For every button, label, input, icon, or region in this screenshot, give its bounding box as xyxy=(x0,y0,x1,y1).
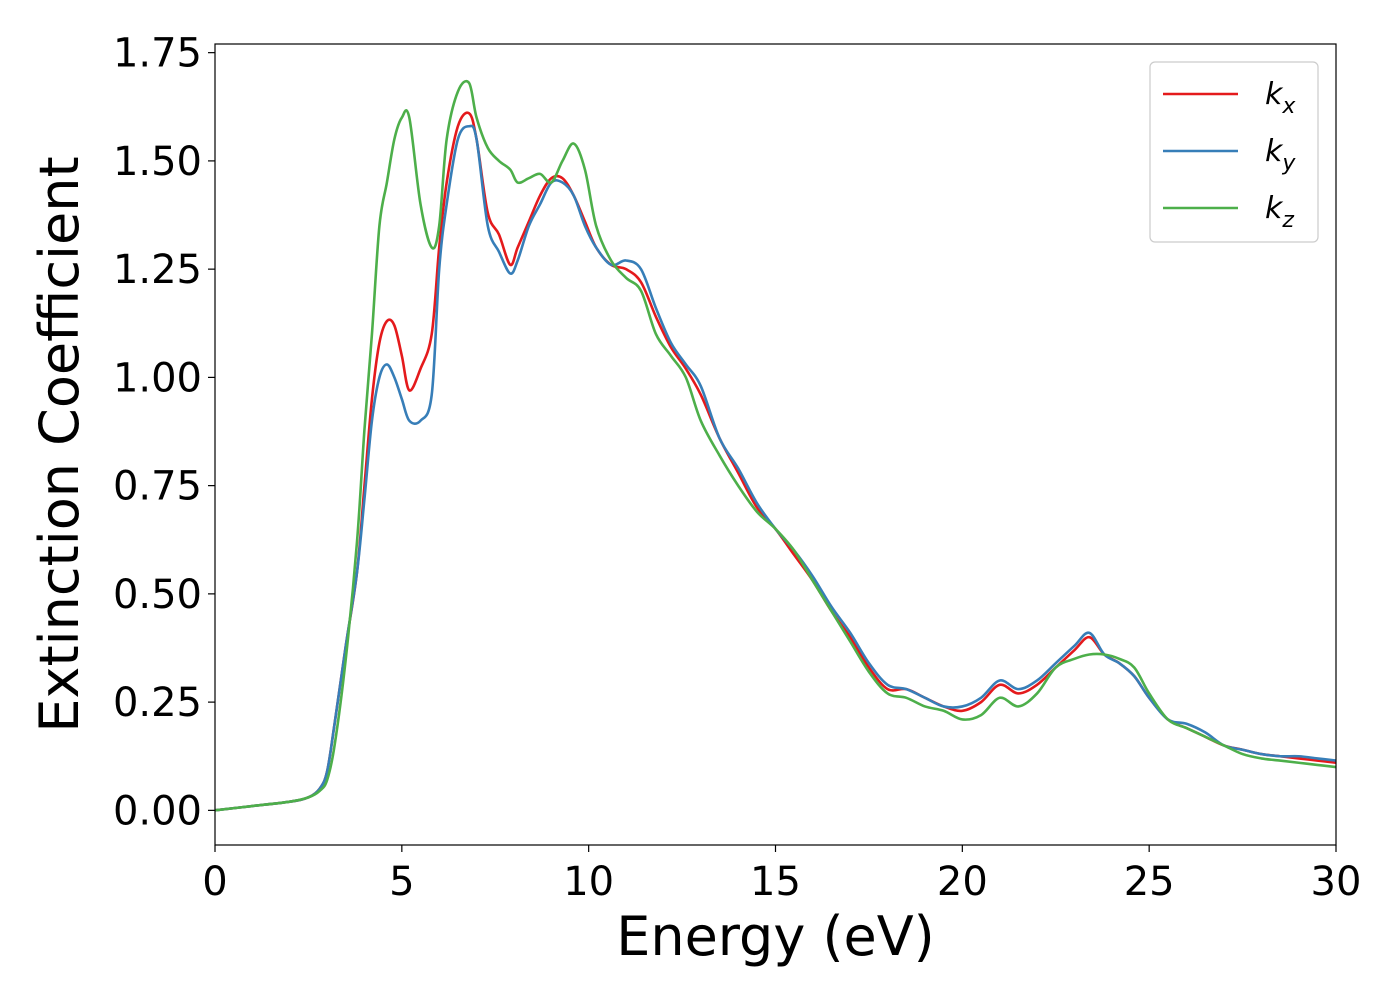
y-tick-label: 1.25 xyxy=(113,247,202,293)
x-tick-label: 0 xyxy=(202,859,227,905)
y-tick-label: 1.75 xyxy=(113,31,202,77)
x-tick-label: 30 xyxy=(1311,859,1362,905)
y-tick-label: 1.50 xyxy=(113,139,202,185)
y-tick-label: 0.00 xyxy=(113,788,202,834)
x-tick-label: 25 xyxy=(1124,859,1175,905)
y-tick-label: 0.50 xyxy=(113,572,202,618)
legend-label-y: ky xyxy=(1265,134,1296,176)
series-layer xyxy=(215,79,1336,812)
x-axis-title: Energy (eV) xyxy=(616,905,935,968)
y-tick-label: 0.75 xyxy=(113,464,202,510)
y-tick-label: 1.00 xyxy=(113,355,202,401)
series-line-z xyxy=(215,79,1336,812)
x-tick-label: 10 xyxy=(563,859,614,905)
x-tick-label: 5 xyxy=(389,859,414,905)
x-tick-label: 15 xyxy=(750,859,801,905)
y-tick-label: 0.25 xyxy=(113,680,202,726)
legend-label-z: kz xyxy=(1265,191,1294,233)
series-line-y xyxy=(215,124,1336,812)
y-axis-title: Extinction Coefficient xyxy=(28,156,91,732)
x-tick-label: 20 xyxy=(937,859,988,905)
legend: kx ky kz xyxy=(1149,61,1319,243)
legend-label-x: kx xyxy=(1265,77,1296,119)
ticks-layer: 0 5 10 15 20 25 30 0.00 0.25 0.50 0.75 1.00 1.25 1.50… xyxy=(113,31,1362,905)
